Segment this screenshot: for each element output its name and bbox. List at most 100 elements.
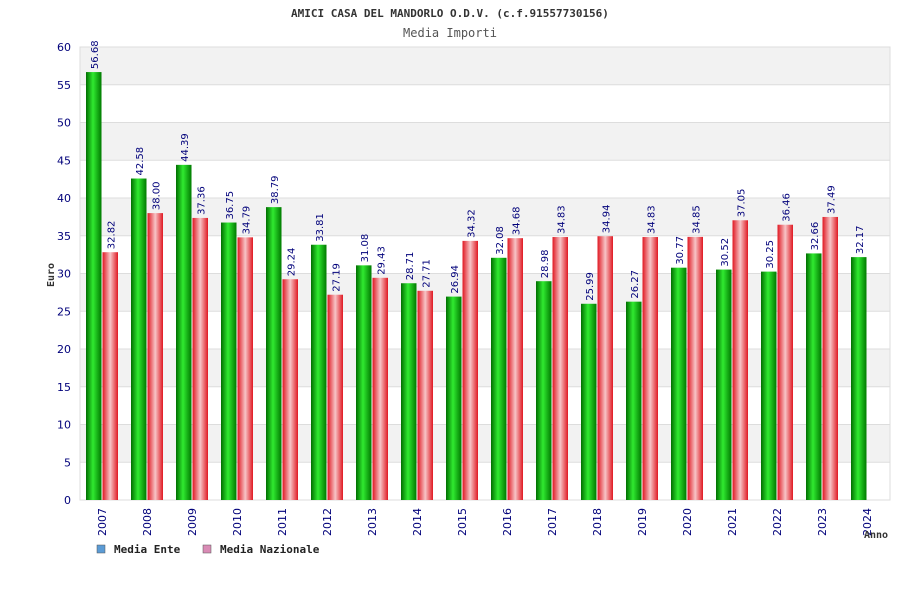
x-axis-ticks: 2007 2008 2009 2010 2011 2012 2013 2014 2015 2016… bbox=[96, 508, 874, 536]
data-label: 33.81 bbox=[315, 213, 326, 242]
legend: Media Ente Media Nazionale bbox=[96, 543, 320, 556]
x-tick-label: 2021 bbox=[726, 508, 739, 536]
x-tick-label: 2016 bbox=[501, 508, 514, 536]
data-label: 32.82 bbox=[106, 221, 117, 250]
bar-media-ente bbox=[806, 253, 822, 500]
data-label: 28.98 bbox=[540, 250, 551, 279]
x-tick-label: 2014 bbox=[411, 508, 424, 536]
bar-media-nazionale bbox=[642, 237, 658, 500]
data-label: 36.46 bbox=[781, 193, 792, 222]
data-label: 37.05 bbox=[736, 189, 747, 218]
data-label: 30.52 bbox=[720, 238, 731, 267]
x-tick-label: 2013 bbox=[366, 508, 379, 536]
data-label: 27.71 bbox=[421, 259, 432, 288]
data-label: 34.79 bbox=[241, 206, 252, 235]
bar-media-nazionale bbox=[507, 238, 523, 500]
data-label: 30.77 bbox=[675, 236, 686, 265]
x-tick-label: 2022 bbox=[771, 508, 784, 536]
plot-frame bbox=[79, 46, 891, 501]
grid-band bbox=[80, 47, 890, 85]
bar-media-nazionale bbox=[102, 252, 118, 500]
data-label: 26.94 bbox=[450, 265, 461, 294]
legend-swatch-media-ente bbox=[96, 544, 106, 554]
data-label: 38.00 bbox=[151, 181, 162, 210]
bar-media-nazionale bbox=[687, 236, 703, 500]
bar-media-ente bbox=[581, 303, 597, 500]
data-label: 37.36 bbox=[196, 186, 207, 215]
y-tick-label: 35 bbox=[57, 230, 71, 243]
bar-media-ente bbox=[626, 301, 642, 500]
y-tick-label: 50 bbox=[57, 117, 71, 130]
data-label: 42.58 bbox=[135, 147, 146, 176]
data-label: 38.79 bbox=[270, 175, 281, 204]
bar-media-nazionale bbox=[417, 290, 433, 500]
bar-media-ente bbox=[131, 178, 147, 500]
data-label: 34.68 bbox=[511, 207, 522, 236]
bar-media-ente bbox=[176, 164, 192, 500]
y-tick-label: 20 bbox=[57, 343, 71, 356]
bar-media-nazionale bbox=[732, 220, 748, 500]
y-tick-label: 10 bbox=[57, 419, 71, 432]
grid-band bbox=[80, 349, 890, 387]
bar-media-ente bbox=[491, 257, 507, 500]
x-tick-label: 2024 bbox=[861, 508, 874, 536]
data-label: 34.32 bbox=[466, 209, 477, 238]
chart-title: AMICI CASA DEL MANDORLO O.D.V. (c.f.9155… bbox=[291, 7, 609, 20]
data-label: 25.99 bbox=[585, 272, 596, 301]
bar-media-ente bbox=[86, 72, 102, 500]
bar-media-nazionale bbox=[327, 294, 343, 500]
bar-media-ente bbox=[401, 283, 417, 500]
grid-band bbox=[80, 198, 890, 236]
bar-media-ente bbox=[851, 257, 867, 500]
x-tick-label: 2023 bbox=[816, 508, 829, 536]
data-label: 37.49 bbox=[826, 185, 837, 214]
x-tick-label: 2009 bbox=[186, 508, 199, 536]
y-tick-label: 40 bbox=[57, 192, 71, 205]
bar-media-nazionale bbox=[777, 224, 793, 501]
x-tick-label: 2011 bbox=[276, 508, 289, 536]
bar-media-ente bbox=[356, 265, 372, 500]
data-label: 34.85 bbox=[691, 205, 702, 234]
data-label: 36.75 bbox=[225, 191, 236, 220]
data-label: 32.66 bbox=[810, 222, 821, 251]
y-axis-ticks: 0 5 10 15 20 25 30 35 40 45 50 55 60 bbox=[57, 41, 71, 507]
y-axis-label: Euro bbox=[46, 263, 57, 287]
y-tick-label: 55 bbox=[57, 79, 71, 92]
y-tick-label: 60 bbox=[57, 41, 71, 54]
bar-media-nazionale bbox=[372, 277, 388, 500]
legend-swatch-media-nazionale bbox=[202, 544, 212, 554]
bar-media-ente bbox=[536, 281, 552, 500]
data-label: 34.94 bbox=[601, 205, 612, 234]
legend-label-media-nazionale: Media Nazionale bbox=[220, 543, 320, 556]
y-tick-label: 30 bbox=[57, 268, 71, 281]
y-tick-label: 0 bbox=[64, 494, 71, 507]
legend-label-media-ente: Media Ente bbox=[114, 543, 181, 556]
data-label: 44.39 bbox=[180, 133, 191, 162]
data-label: 29.24 bbox=[286, 248, 297, 277]
x-tick-label: 2010 bbox=[231, 508, 244, 536]
bar-media-ente bbox=[446, 296, 462, 500]
data-label: 27.19 bbox=[331, 263, 342, 292]
x-axis-label: Anno bbox=[864, 530, 888, 541]
bar-media-ente bbox=[266, 207, 282, 500]
bar-media-nazionale bbox=[552, 237, 568, 500]
bar-media-nazionale bbox=[282, 279, 298, 500]
data-label: 34.83 bbox=[556, 205, 567, 234]
grid-band bbox=[80, 122, 890, 161]
x-tick-label: 2018 bbox=[591, 508, 604, 536]
bar-media-nazionale bbox=[597, 236, 613, 500]
bar-media-nazionale bbox=[192, 217, 208, 500]
x-tick-label: 2015 bbox=[456, 508, 469, 536]
bar-media-nazionale bbox=[147, 213, 163, 500]
bar-media-nazionale bbox=[822, 216, 838, 500]
y-tick-label: 45 bbox=[57, 154, 71, 167]
bar-media-ente bbox=[761, 271, 777, 500]
data-label: 30.25 bbox=[765, 240, 776, 269]
bar-media-nazionale bbox=[462, 240, 478, 500]
grid-band bbox=[80, 424, 890, 463]
data-labels: 56.68 32.82 42.58 38.00 44.39 37.36 36.75 34.79… bbox=[90, 40, 866, 300]
bar-media-ente bbox=[221, 222, 237, 500]
data-label: 32.08 bbox=[495, 226, 506, 255]
bar-media-ente bbox=[716, 269, 732, 500]
